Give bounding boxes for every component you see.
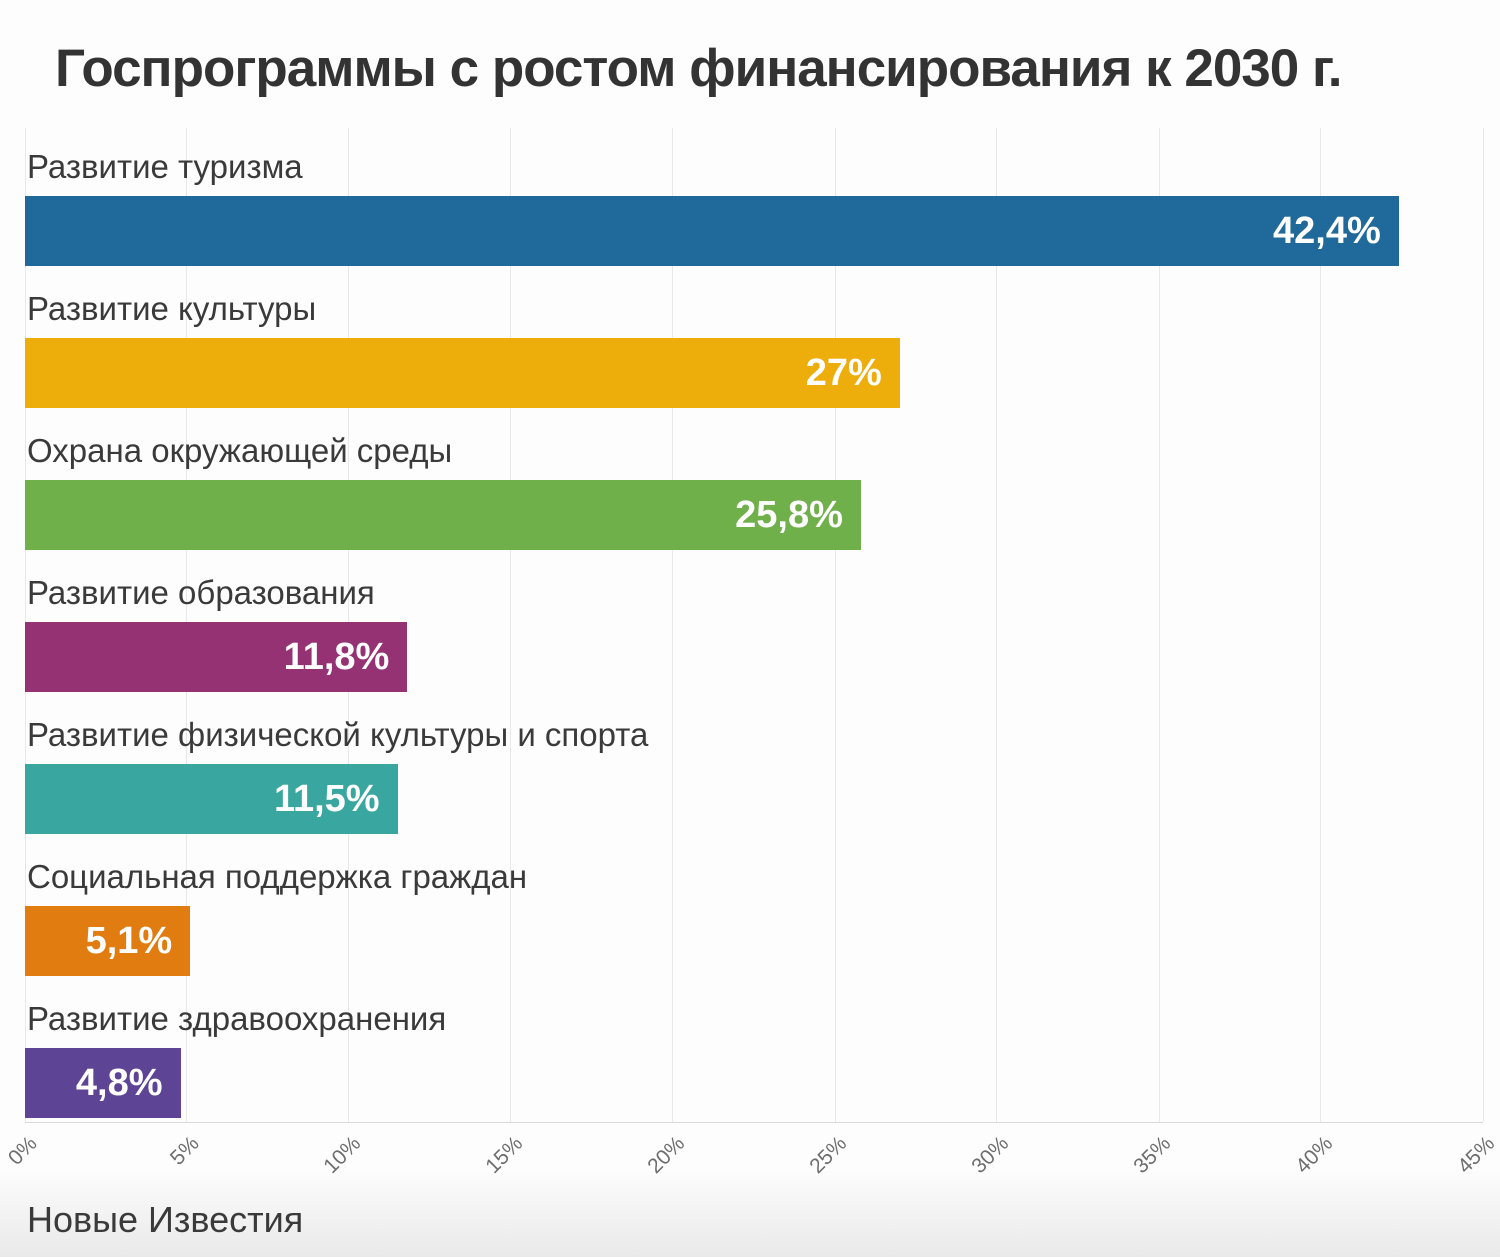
value-label: 27%: [805, 351, 882, 394]
x-axis-ticks: 0% 5% 10% 15% 20% 25% 30% 35% 40% 45%: [3, 1132, 1500, 1178]
bar: 42,4%: [25, 196, 1399, 266]
gridline: [1158, 128, 1160, 1122]
value-label: 11,8%: [283, 635, 390, 678]
x-axis-line: [25, 1122, 1483, 1123]
gridline: [672, 128, 674, 1122]
category-label: Развитие физической культуры и спорта: [27, 716, 649, 754]
value-label: 5,1%: [85, 919, 173, 962]
category-label: Развитие культуры: [27, 290, 317, 328]
value-label: 4,8%: [75, 1061, 163, 1104]
gridline: [510, 128, 512, 1122]
gridline: [996, 128, 998, 1122]
category-label: Развитие образования: [27, 574, 375, 612]
bar: 27%: [25, 338, 900, 408]
bar: 11,5%: [25, 764, 398, 834]
gridline: [834, 128, 836, 1122]
value-label: 11,5%: [273, 777, 380, 820]
category-label: Охрана окружающей среды: [27, 432, 453, 470]
bar-rows: Развитие туризма 42,4% Развитие культуры…: [25, 128, 1483, 1122]
bar: 4,8%: [25, 1048, 181, 1118]
bar-row: Охрана окружающей среды 25,8%: [25, 412, 1483, 554]
value-label: 42,4%: [1273, 209, 1381, 252]
category-label: Социальная поддержка граждан: [27, 858, 528, 896]
value-label: 25,8%: [735, 493, 843, 536]
category-label: Развитие туризма: [27, 148, 303, 186]
bar-row: Развитие физической культуры и спорта 11…: [25, 696, 1483, 838]
category-label: Развитие здравоохранения: [27, 1000, 447, 1038]
bar: 5,1%: [25, 906, 191, 976]
gridline: [1320, 128, 1322, 1122]
gridline: [1482, 128, 1484, 1122]
bar-row: Развитие культуры 27%: [25, 270, 1483, 412]
plot-area: Развитие туризма 42,4% Развитие культуры…: [24, 128, 1484, 1122]
bar-row: Социальная поддержка граждан 5,1%: [25, 838, 1483, 980]
source-label: Новые Известия: [27, 1199, 304, 1240]
bar-row: Развитие туризма 42,4%: [25, 128, 1483, 270]
bar-row: Развитие образования 11,8%: [25, 554, 1483, 696]
bar: 11,8%: [25, 622, 408, 692]
bar-row: Развитие здравоохранения 4,8%: [25, 980, 1483, 1122]
bar: 25,8%: [25, 480, 861, 550]
chart-title: Госпрограммы с ростом финансирования к 2…: [55, 39, 1342, 98]
